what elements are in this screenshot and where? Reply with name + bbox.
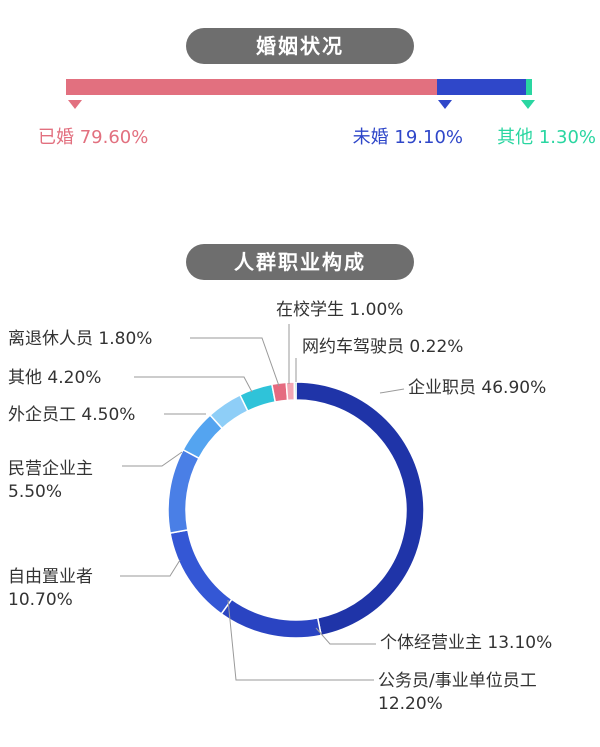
donut-slice-6 (238, 383, 277, 413)
marriage-marker-1 (438, 100, 452, 109)
donut-label-line2: 5.50% (8, 482, 63, 502)
donut-label-line1: 公务员/事业单位员工 (378, 671, 537, 691)
marriage-bar-segment-1 (436, 79, 526, 95)
donut-slice-8 (285, 381, 296, 402)
leader-line-7 (190, 337, 280, 387)
marriage-label-1: 未婚 19.10% (352, 127, 463, 148)
donut-label-0: 企业职员 46.90% (408, 378, 546, 399)
donut-label-line2: 10.70% (8, 590, 73, 610)
leader-line-0 (379, 388, 405, 394)
donut-slice-2 (169, 528, 233, 615)
donut-label-line1: 其他 4.20% (8, 368, 102, 388)
marriage-marker-0 (68, 100, 82, 109)
donut-label-line1: 离退休人员 1.80% (8, 329, 153, 349)
donut-label-2: 公务员/事业单位员工 12.20% (378, 670, 537, 716)
donut-label-4: 民营企业主 5.50% (8, 458, 93, 504)
donut-label-1: 个体经营业主 13.10% (380, 633, 552, 654)
marriage-label-0: 已婚 79.60% (38, 127, 149, 148)
donut-label-7: 离退休人员 1.80% (8, 329, 152, 350)
marriage-marker-2 (521, 100, 535, 109)
leader-line-1 (315, 627, 376, 645)
leader-line-2 (227, 599, 374, 681)
donut-label-line1: 在校学生 1.00% (276, 300, 404, 320)
donut-label-line1: 民营企业主 (8, 459, 93, 479)
donut-slice-3 (167, 448, 200, 534)
donut-slice-7 (271, 381, 289, 403)
donut-label-line1: 企业职员 46.90% (408, 378, 547, 398)
marriage-label-2: 其他 1.30% (497, 127, 596, 148)
marriage-stacked-bar (66, 79, 532, 95)
marriage-section-title: 婚姻状况 (186, 28, 414, 64)
donut-label-9: 网约车驾驶员 0.22% (302, 337, 463, 358)
donut-label-line2: 12.20% (378, 694, 443, 714)
donut-label-5: 外企员工 4.50% (8, 405, 135, 426)
donut-label-8: 在校学生 1.00% (276, 300, 403, 321)
donut-slice-9 (293, 381, 297, 401)
leader-line-4 (122, 451, 183, 467)
donut-label-line1: 自由置业者 (8, 567, 93, 587)
donut-label-line1: 网约车驾驶员 0.22% (302, 337, 464, 357)
donut-slice-1 (220, 598, 323, 639)
occupation-section-title: 人群职业构成 (186, 244, 414, 280)
donut-slice-0 (295, 381, 425, 637)
marriage-bar-segment-0 (66, 79, 437, 95)
donut-label-line1: 个体经营业主 13.10% (380, 633, 553, 653)
leader-line-3 (120, 559, 181, 577)
donut-label-6: 其他 4.20% (8, 368, 101, 389)
marriage-bar-segment-2 (525, 79, 532, 95)
donut-label-3: 自由置业者 10.70% (8, 566, 93, 612)
leader-line-6 (134, 376, 253, 393)
donut-label-line1: 外企员工 4.50% (8, 405, 136, 425)
